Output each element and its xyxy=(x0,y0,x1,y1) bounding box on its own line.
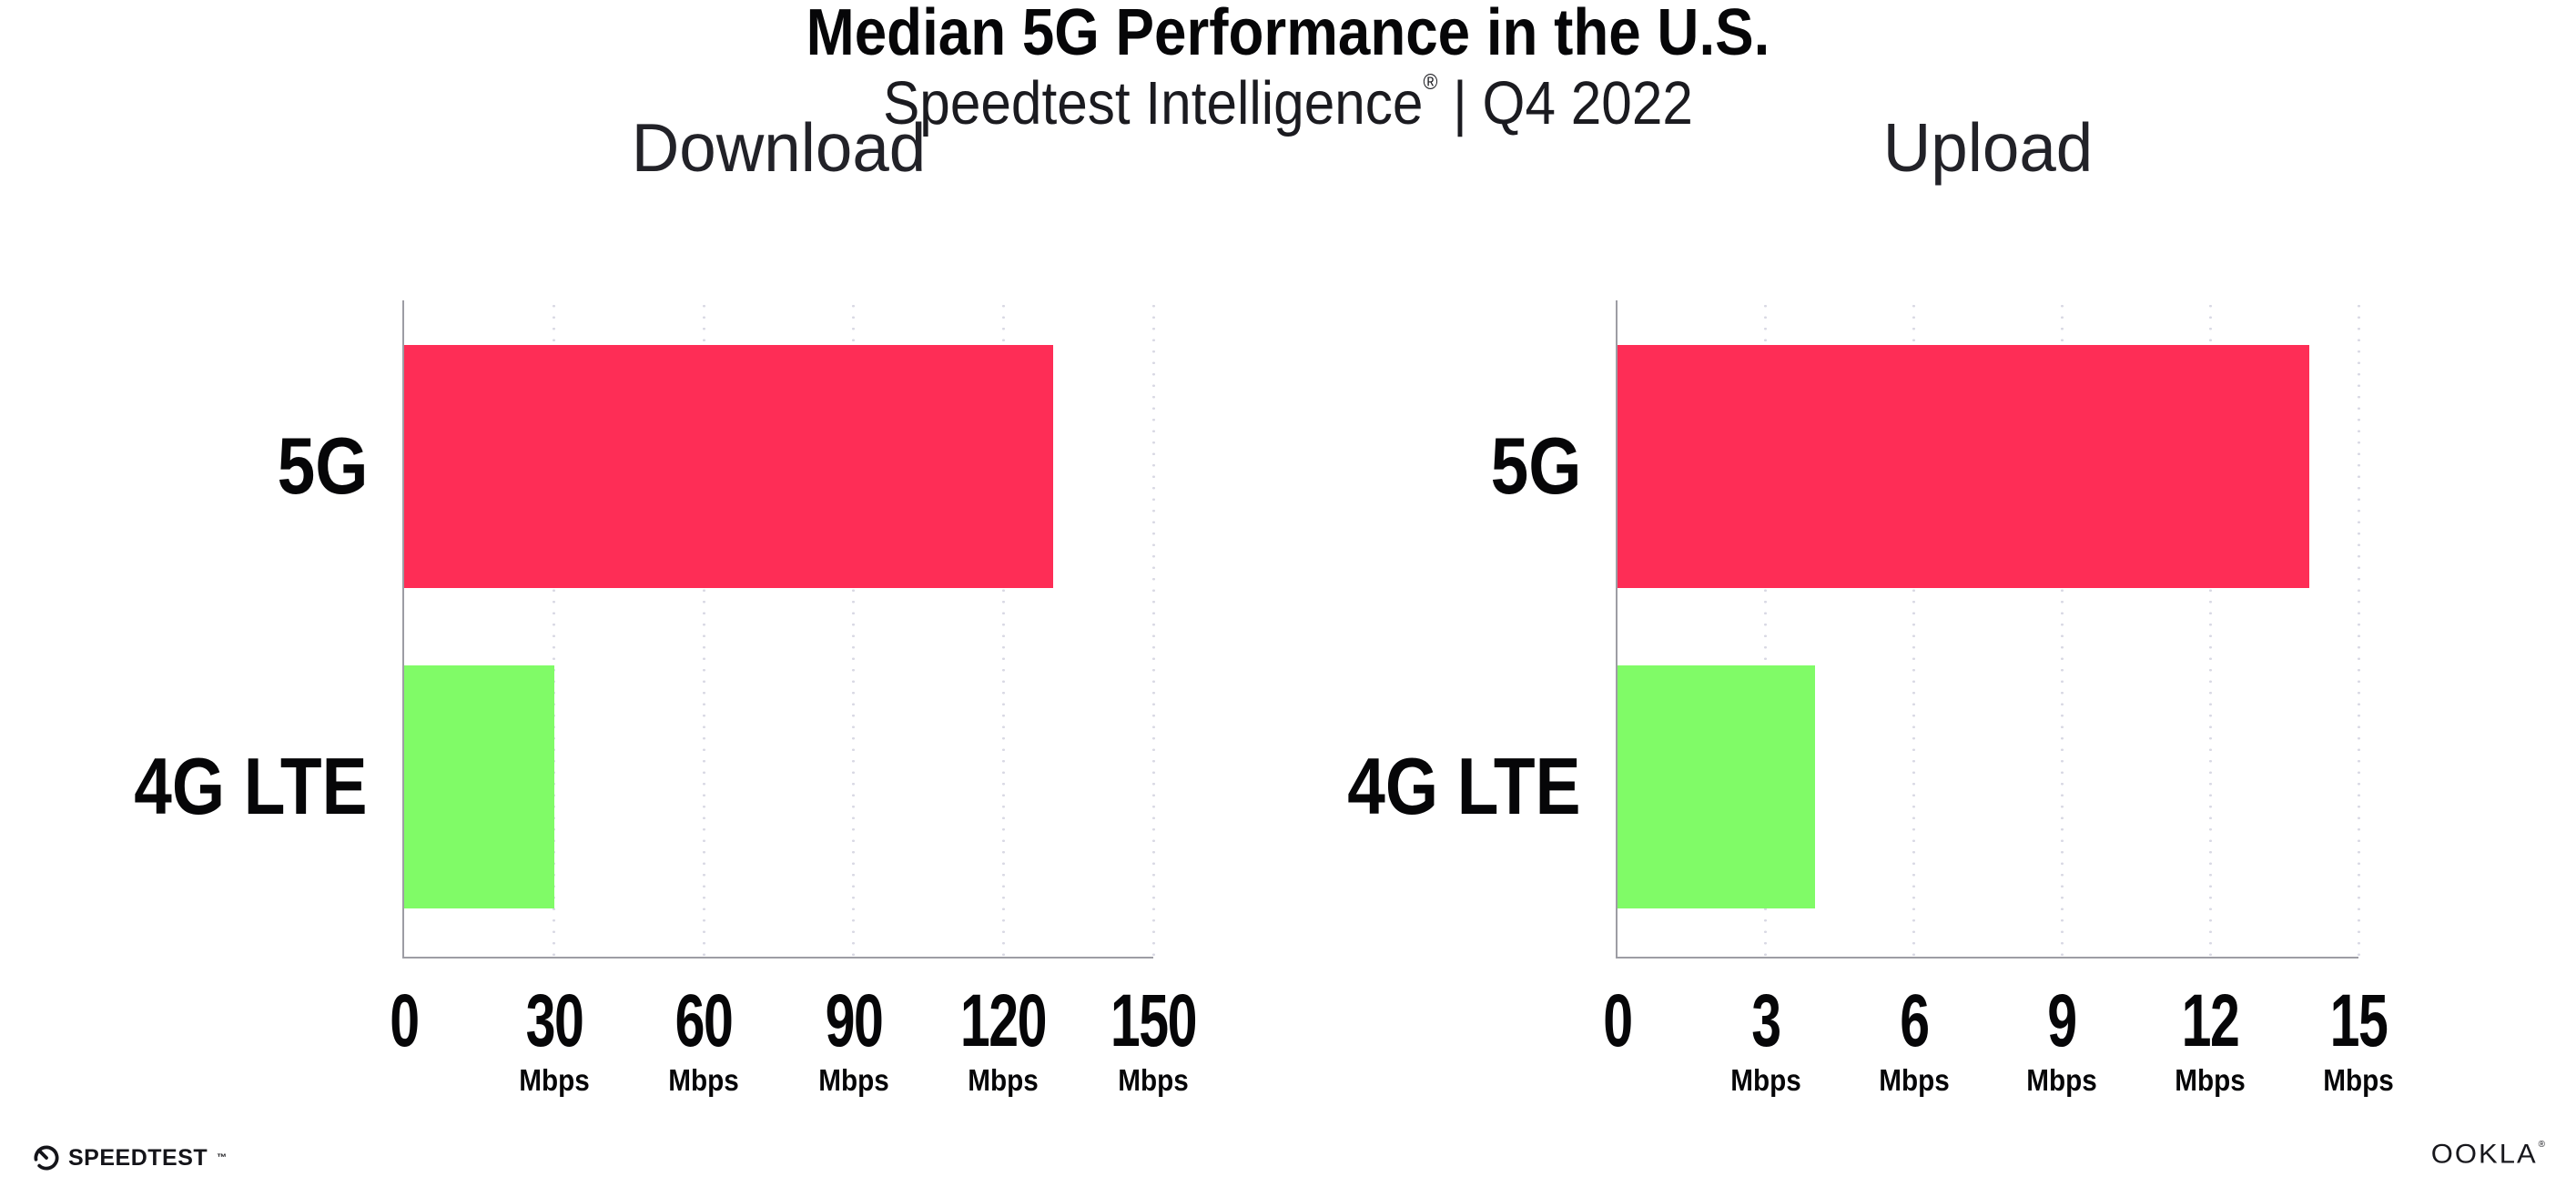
upload-chart-title: Upload xyxy=(1882,109,2094,186)
x-tick-value: 0 xyxy=(1603,979,1633,1062)
x-tick: 3 Mbps xyxy=(1657,984,1875,1096)
page-subtitle: Speedtest Intelligence® | Q4 2022 xyxy=(129,49,2448,137)
x-tick-value: 3 xyxy=(1751,979,1781,1062)
category-label: 4G LTE xyxy=(134,741,368,832)
x-tick-unit: Mbps xyxy=(1878,1063,1950,1097)
ookla-wordmark: OOKLA xyxy=(2430,1138,2538,1170)
trademark-mark: ™ xyxy=(217,1152,228,1163)
x-tick: 30 Mbps xyxy=(445,984,664,1096)
x-tick: 6 Mbps xyxy=(1805,984,2023,1096)
x-tick-value: 15 xyxy=(2329,979,2388,1062)
gridline xyxy=(852,300,856,957)
gridline xyxy=(553,300,556,957)
x-tick-unit: Mbps xyxy=(1118,1063,1189,1097)
speedtest-wordmark: SPEEDTEST xyxy=(68,1144,208,1171)
gridline xyxy=(702,300,705,957)
category-label: 5G xyxy=(277,421,368,512)
download-chart-plot: Download 5G 4G LTE 0 30 Mbps 60 Mbps 90 Mbps 120 M… xyxy=(135,114,1198,1096)
x-tick-unit: Mbps xyxy=(2323,1063,2394,1097)
category-label: 4G LTE xyxy=(1347,741,1581,832)
bar-5g xyxy=(1618,345,2309,588)
gridline xyxy=(2357,300,2360,957)
registered-mark: ® xyxy=(2538,1140,2545,1150)
x-tick: 0 xyxy=(1508,984,1727,1059)
speedtest-logo: SPEEDTEST ™ xyxy=(33,1138,227,1178)
x-tick: 12 Mbps xyxy=(2101,984,2319,1096)
upload-chart-plot: Upload 5G 4G LTE 0 3 Mbps 6 Mbps 9 Mbps 12 Mbps 15 M… xyxy=(1348,114,2394,1096)
x-tick-value: 120 xyxy=(960,979,1048,1062)
x-tick-value: 60 xyxy=(674,979,734,1062)
x-tick-unit: Mbps xyxy=(2026,1063,2098,1097)
x-tick: 9 Mbps xyxy=(1952,984,2171,1096)
gridline xyxy=(2060,300,2064,957)
registered-mark: ® xyxy=(1423,70,1438,95)
gridline xyxy=(1151,300,1155,957)
x-tick: 60 Mbps xyxy=(594,984,813,1096)
x-tick: 0 xyxy=(295,984,513,1059)
subtitle-brand: Speedtest Intelligence xyxy=(883,69,1424,137)
x-tick-unit: Mbps xyxy=(818,1063,889,1097)
x-tick-unit: Mbps xyxy=(968,1063,1040,1097)
x-tick-value: 6 xyxy=(1899,979,1930,1062)
x-tick: 15 Mbps xyxy=(2249,984,2468,1096)
x-tick-unit: Mbps xyxy=(518,1063,590,1097)
x-tick-value: 12 xyxy=(2181,979,2240,1062)
gridline xyxy=(1912,300,1916,957)
category-label: 5G xyxy=(1490,421,1581,512)
x-tick: 90 Mbps xyxy=(745,984,963,1096)
x-tick-value: 9 xyxy=(2047,979,2078,1062)
bar-4g-lte xyxy=(1618,664,1816,908)
page-title: Median 5G Performance in the U.S. xyxy=(806,0,1770,69)
ookla-logo: OOKLA ® xyxy=(2431,1140,2545,1168)
gridline xyxy=(1764,300,1768,957)
x-tick-unit: Mbps xyxy=(668,1063,739,1097)
speedtest-gauge-icon xyxy=(34,1145,59,1171)
x-tick-unit: Mbps xyxy=(2175,1063,2246,1097)
x-tick-value: 150 xyxy=(1110,979,1198,1062)
x-tick-unit: Mbps xyxy=(1730,1063,1801,1097)
subtitle-period: | Q4 2022 xyxy=(1437,69,1693,137)
x-tick-value: 90 xyxy=(825,979,883,1062)
x-tick: 120 Mbps xyxy=(894,984,1112,1096)
bar-5g xyxy=(404,345,1054,588)
gridline xyxy=(1001,300,1005,957)
gridline xyxy=(2208,300,2212,957)
x-tick-value: 0 xyxy=(390,979,420,1062)
bar-4g-lte xyxy=(404,664,554,908)
x-tick-value: 30 xyxy=(525,979,583,1062)
download-chart-title: Download xyxy=(631,109,927,186)
x-tick: 150 Mbps xyxy=(1044,984,1263,1096)
